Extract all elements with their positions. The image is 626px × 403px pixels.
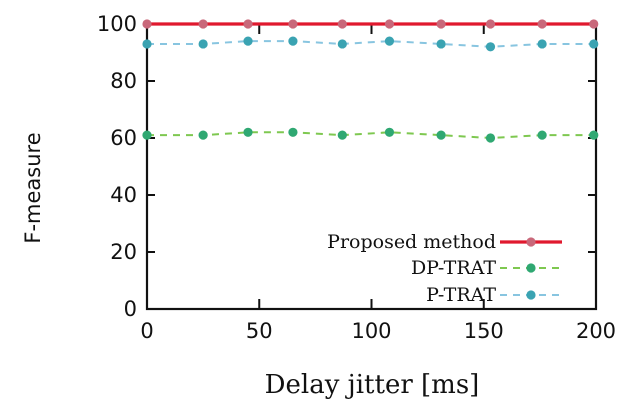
y-tick-label: 100 [97, 12, 137, 36]
series-line [147, 40, 594, 48]
data-point [243, 127, 253, 137]
data-point [436, 39, 446, 49]
data-point [589, 19, 599, 29]
legend-swatch-marker [526, 263, 536, 273]
data-point [589, 130, 599, 140]
series-p-trat [142, 36, 599, 52]
legend-label: P-TRAT [426, 284, 496, 306]
series-proposed-method [142, 19, 599, 29]
series-dp-trat [142, 127, 599, 143]
axis-ticks: 0 20 40 60 80 100 0 50 100 150 200 [97, 12, 616, 343]
legend-entry: DP-TRAT [411, 257, 562, 279]
data-point [337, 39, 347, 49]
y-tick-label: 20 [110, 240, 137, 264]
y-tick-label: 80 [110, 69, 137, 93]
legend-label: Proposed method [327, 231, 496, 253]
data-point [485, 19, 496, 29]
data-point [537, 130, 547, 140]
legend-entry: Proposed method [327, 231, 562, 253]
legend-entry: P-TRAT [426, 284, 562, 306]
data-point [436, 19, 446, 29]
legend: Proposed method DP-TRAT P-TRAT [327, 231, 562, 306]
data-point [142, 19, 152, 29]
data-point [142, 39, 152, 49]
data-point [384, 127, 395, 137]
data-point [288, 19, 298, 29]
series-line [147, 131, 594, 140]
legend-swatch-marker [526, 290, 536, 300]
data-point [436, 130, 446, 140]
series-layer [142, 19, 599, 143]
y-tick-label: 60 [110, 126, 137, 150]
x-tick-label: 50 [246, 319, 273, 343]
data-point [288, 127, 298, 137]
y-axis-label: F-measure [21, 132, 45, 243]
data-point [337, 130, 347, 140]
legend-label: DP-TRAT [411, 257, 496, 279]
data-point [198, 39, 208, 49]
data-point [485, 133, 496, 143]
data-point [142, 130, 152, 140]
data-point [485, 42, 496, 52]
y-tick-label: 40 [110, 183, 137, 207]
data-point [384, 19, 395, 29]
data-point [337, 19, 347, 29]
x-tick-label: 200 [576, 319, 616, 343]
data-point [537, 19, 547, 29]
data-point [243, 19, 253, 29]
x-axis-label: Delay jitter [ms] [265, 370, 480, 400]
x-tick-label: 100 [351, 319, 391, 343]
data-point [288, 36, 298, 46]
y-tick-label: 0 [124, 297, 137, 321]
legend-swatch-marker [526, 237, 536, 247]
data-point [589, 39, 599, 49]
data-point [537, 39, 547, 49]
data-point [384, 36, 395, 46]
x-tick-label: 0 [140, 319, 153, 343]
data-point [198, 130, 208, 140]
x-tick-label: 150 [464, 319, 504, 343]
data-point [198, 19, 208, 29]
data-point [243, 36, 253, 46]
